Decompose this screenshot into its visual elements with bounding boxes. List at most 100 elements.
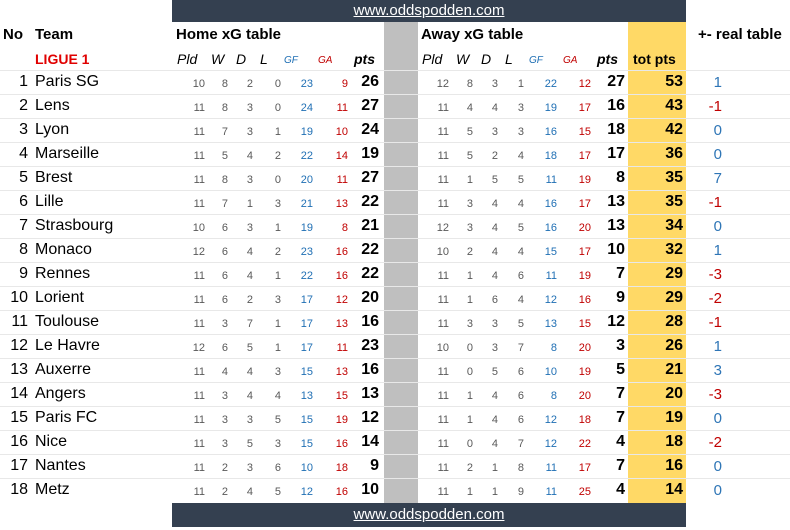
rank-number: 16 xyxy=(10,433,28,450)
table-row: 3 Lyon 11 11 7 5 3 3 1 3 19 16 10 15 24 18 42 0 xyxy=(0,119,790,143)
home-d: 3 xyxy=(246,126,253,138)
home-d: 3 xyxy=(246,462,253,474)
away-w: 1 xyxy=(466,174,473,186)
away-w-header: W xyxy=(456,51,470,67)
away-w: 4 xyxy=(466,102,473,114)
team-name: Toulouse xyxy=(35,313,100,330)
away-pts: 7 xyxy=(616,409,625,426)
home-w: 4 xyxy=(221,366,228,378)
away-pld: 11 xyxy=(437,438,449,450)
team-name: Rennes xyxy=(35,265,91,282)
away-d: 4 xyxy=(491,270,498,282)
home-ga: 11 xyxy=(336,174,348,186)
total-points: 14 xyxy=(665,481,683,498)
away-ga: 12 xyxy=(578,78,591,90)
row-divider xyxy=(0,166,790,167)
site-banner-top[interactable]: www.oddspodden.com xyxy=(172,0,686,22)
home-pts: 23 xyxy=(361,337,379,354)
away-gf: 8 xyxy=(550,342,557,354)
home-pld: 11 xyxy=(193,414,205,426)
site-banner-bottom[interactable]: www.oddspodden.com xyxy=(172,503,686,527)
away-ga: 20 xyxy=(578,342,591,354)
real-table-diff: 7 xyxy=(713,170,722,187)
real-table-diff: 1 xyxy=(713,242,722,259)
real-table-diff: 1 xyxy=(713,338,722,355)
away-l: 8 xyxy=(517,462,524,474)
table-row: 14 Angers 11 11 3 1 4 4 4 6 13 8 15 20 13 7 20 -3 xyxy=(0,383,790,407)
home-pts: 14 xyxy=(361,433,379,450)
home-gf: 17 xyxy=(300,342,313,354)
away-w: 3 xyxy=(466,222,473,234)
total-points: 18 xyxy=(665,433,683,450)
home-pld: 11 xyxy=(193,270,205,282)
away-pld-header: Pld xyxy=(422,51,443,67)
away-ga: 15 xyxy=(578,318,591,330)
table-row: 18 Metz 11 11 2 1 4 1 5 9 12 11 16 25 10 4 14 0 xyxy=(0,479,790,503)
home-pts: 24 xyxy=(361,121,379,138)
away-d: 4 xyxy=(491,246,498,258)
team-name: Metz xyxy=(35,481,70,498)
home-l: 6 xyxy=(274,462,281,474)
home-w: 6 xyxy=(221,294,228,306)
away-pld: 11 xyxy=(437,414,449,426)
total-points: 36 xyxy=(665,145,683,162)
home-gf-header: GF xyxy=(284,55,298,66)
team-name: Brest xyxy=(35,169,73,186)
home-l: 3 xyxy=(274,438,281,450)
away-gf: 11 xyxy=(545,462,557,474)
away-pld: 11 xyxy=(437,486,449,498)
away-d-header: D xyxy=(481,51,492,67)
row-divider xyxy=(0,238,790,239)
home-ga: 16 xyxy=(335,270,348,282)
away-gf: 8 xyxy=(550,390,557,402)
team-name: Paris SG xyxy=(35,73,100,90)
away-d: 4 xyxy=(491,222,498,234)
away-l: 1 xyxy=(517,78,524,90)
away-l: 9 xyxy=(517,486,524,498)
rank-number: 15 xyxy=(10,409,28,426)
home-ga: 11 xyxy=(336,342,348,354)
away-pts: 13 xyxy=(607,193,625,210)
away-ga: 22 xyxy=(578,438,591,450)
home-pld: 11 xyxy=(193,126,205,138)
away-pld: 11 xyxy=(437,198,449,210)
home-w: 6 xyxy=(221,246,228,258)
home-ga: 12 xyxy=(335,294,348,306)
total-points: 35 xyxy=(665,193,683,210)
total-points: 26 xyxy=(665,337,683,354)
row-divider xyxy=(0,70,790,71)
total-points: 29 xyxy=(665,265,683,282)
rank-number: 12 xyxy=(10,337,28,354)
real-table-diff: 0 xyxy=(713,410,722,427)
real-table-diff: -3 xyxy=(708,266,722,283)
home-pts: 9 xyxy=(370,457,379,474)
home-gf: 21 xyxy=(300,198,313,210)
away-w: 3 xyxy=(466,198,473,210)
home-pts: 26 xyxy=(361,73,379,90)
row-divider xyxy=(0,214,790,215)
away-pld: 11 xyxy=(437,270,449,282)
away-pts: 8 xyxy=(616,169,625,186)
home-pld: 11 xyxy=(193,102,205,114)
away-d: 4 xyxy=(491,438,498,450)
row-divider xyxy=(0,358,790,359)
away-pts: 4 xyxy=(616,433,625,450)
away-w: 5 xyxy=(466,150,473,162)
table-row: 16 Nice 11 11 3 0 5 4 3 7 15 12 16 22 14 4 18 -2 xyxy=(0,431,790,455)
away-pld: 11 xyxy=(437,174,449,186)
away-l: 4 xyxy=(517,150,524,162)
home-w: 8 xyxy=(221,78,228,90)
away-d: 4 xyxy=(491,390,498,402)
home-ga: 15 xyxy=(335,390,348,402)
home-l: 0 xyxy=(274,174,281,186)
home-l: 5 xyxy=(274,414,281,426)
home-pts-header: pts xyxy=(354,51,375,67)
rank-number: 4 xyxy=(19,145,28,162)
home-gf: 20 xyxy=(300,174,313,186)
away-w: 1 xyxy=(466,486,473,498)
team-name: Lille xyxy=(35,193,64,210)
home-pld: 11 xyxy=(193,366,205,378)
home-pld: 11 xyxy=(193,390,205,402)
home-ga: 19 xyxy=(335,414,348,426)
home-gf: 23 xyxy=(300,78,313,90)
